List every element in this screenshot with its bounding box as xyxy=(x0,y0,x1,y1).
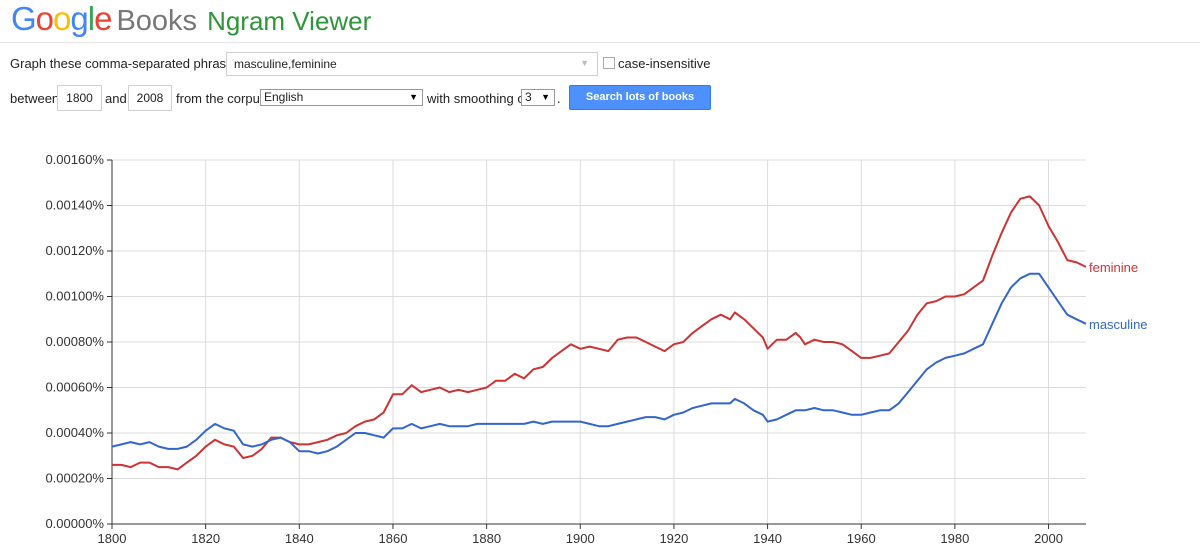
y-tick-label: 0.00000% xyxy=(45,516,104,531)
start-year-input[interactable]: 1800 xyxy=(57,85,102,111)
y-tick-label: 0.00160% xyxy=(45,152,104,167)
google-wordmark: Google xyxy=(11,0,112,37)
search-button[interactable]: Search lots of books xyxy=(569,85,711,110)
smoothing-label: with smoothing of xyxy=(427,91,529,106)
x-tick-label: 1940 xyxy=(753,531,782,546)
series-line-masculine xyxy=(111,272,1087,455)
end-year-input[interactable]: 2008 xyxy=(128,85,172,111)
series-line-feminine xyxy=(112,195,1087,471)
logo-letter-l: l xyxy=(87,0,95,37)
corpus-select-value: English xyxy=(264,90,304,104)
x-tick-label: 1980 xyxy=(940,531,969,546)
header-divider xyxy=(0,42,1200,43)
series-label-masculine: masculine xyxy=(1089,317,1148,332)
smoothing-select[interactable]: 3 ▼ xyxy=(521,89,555,106)
phrases-input-value: masculine,feminine xyxy=(234,57,337,71)
y-tick-label: 0.00100% xyxy=(45,289,104,304)
chart-series xyxy=(111,195,1087,471)
y-tick-label: 0.00120% xyxy=(45,243,104,258)
between-label: between xyxy=(10,91,60,106)
smoothing-select-value: 3 xyxy=(525,90,532,104)
y-tick-label: 0.00040% xyxy=(45,425,104,440)
and-label: and xyxy=(105,91,127,106)
y-tick-label: 0.00060% xyxy=(45,380,104,395)
period-text: . xyxy=(557,91,561,106)
logo-letter-g: g xyxy=(70,0,88,37)
google-books-logo[interactable]: Google Books Ngram Viewer xyxy=(11,0,371,40)
page-title: Ngram Viewer xyxy=(207,6,372,36)
phrases-label: Graph these comma-separated phrases: xyxy=(10,56,244,71)
smoothing-caret-icon: ▼ xyxy=(541,92,550,102)
y-tick-label: 0.00080% xyxy=(45,334,104,349)
case-insensitive-label: case-insensitive xyxy=(618,56,711,71)
chart-grid xyxy=(111,159,1086,524)
x-tick-label: 1900 xyxy=(566,531,595,546)
logo-letter-e: e xyxy=(94,0,112,37)
books-wordmark: Books xyxy=(116,5,198,37)
chart-series-labels: feminine masculine xyxy=(1089,260,1148,332)
x-tick-label: 1920 xyxy=(659,531,688,546)
ngram-chart: 1800 1820 1840 1860 1880 1900 1920 1940 1960 1980… xyxy=(45,152,1148,546)
corpus-select[interactable]: English ▼ xyxy=(260,89,423,106)
corpus-caret-icon: ▼ xyxy=(409,92,418,102)
logo-letter-G: G xyxy=(11,0,37,37)
x-tick-label: 2000 xyxy=(1034,531,1063,546)
x-tick-label: 1860 xyxy=(379,531,408,546)
x-tick-label: 1820 xyxy=(191,531,220,546)
case-insensitive-checkbox[interactable] xyxy=(603,57,615,69)
corpus-label: from the corpus xyxy=(176,91,267,106)
series-label-feminine: feminine xyxy=(1089,260,1138,275)
logo-letter-o2: o xyxy=(53,0,71,37)
x-tick-label: 1840 xyxy=(285,531,314,546)
x-tick-label: 1880 xyxy=(472,531,501,546)
y-tick-label: 0.00020% xyxy=(45,471,104,486)
x-tick-label: 1960 xyxy=(847,531,876,546)
logo-letter-o1: o xyxy=(35,0,54,37)
y-tick-label: 0.00140% xyxy=(45,198,104,213)
phrases-dropdown-icon[interactable]: ▼ xyxy=(580,58,589,68)
x-tick-label: 1800 xyxy=(98,531,127,546)
phrases-input[interactable]: masculine,feminine ▼ xyxy=(226,52,598,76)
chart-axes: 1800 1820 1840 1860 1880 1900 1920 1940 1960 1980… xyxy=(45,152,1086,546)
